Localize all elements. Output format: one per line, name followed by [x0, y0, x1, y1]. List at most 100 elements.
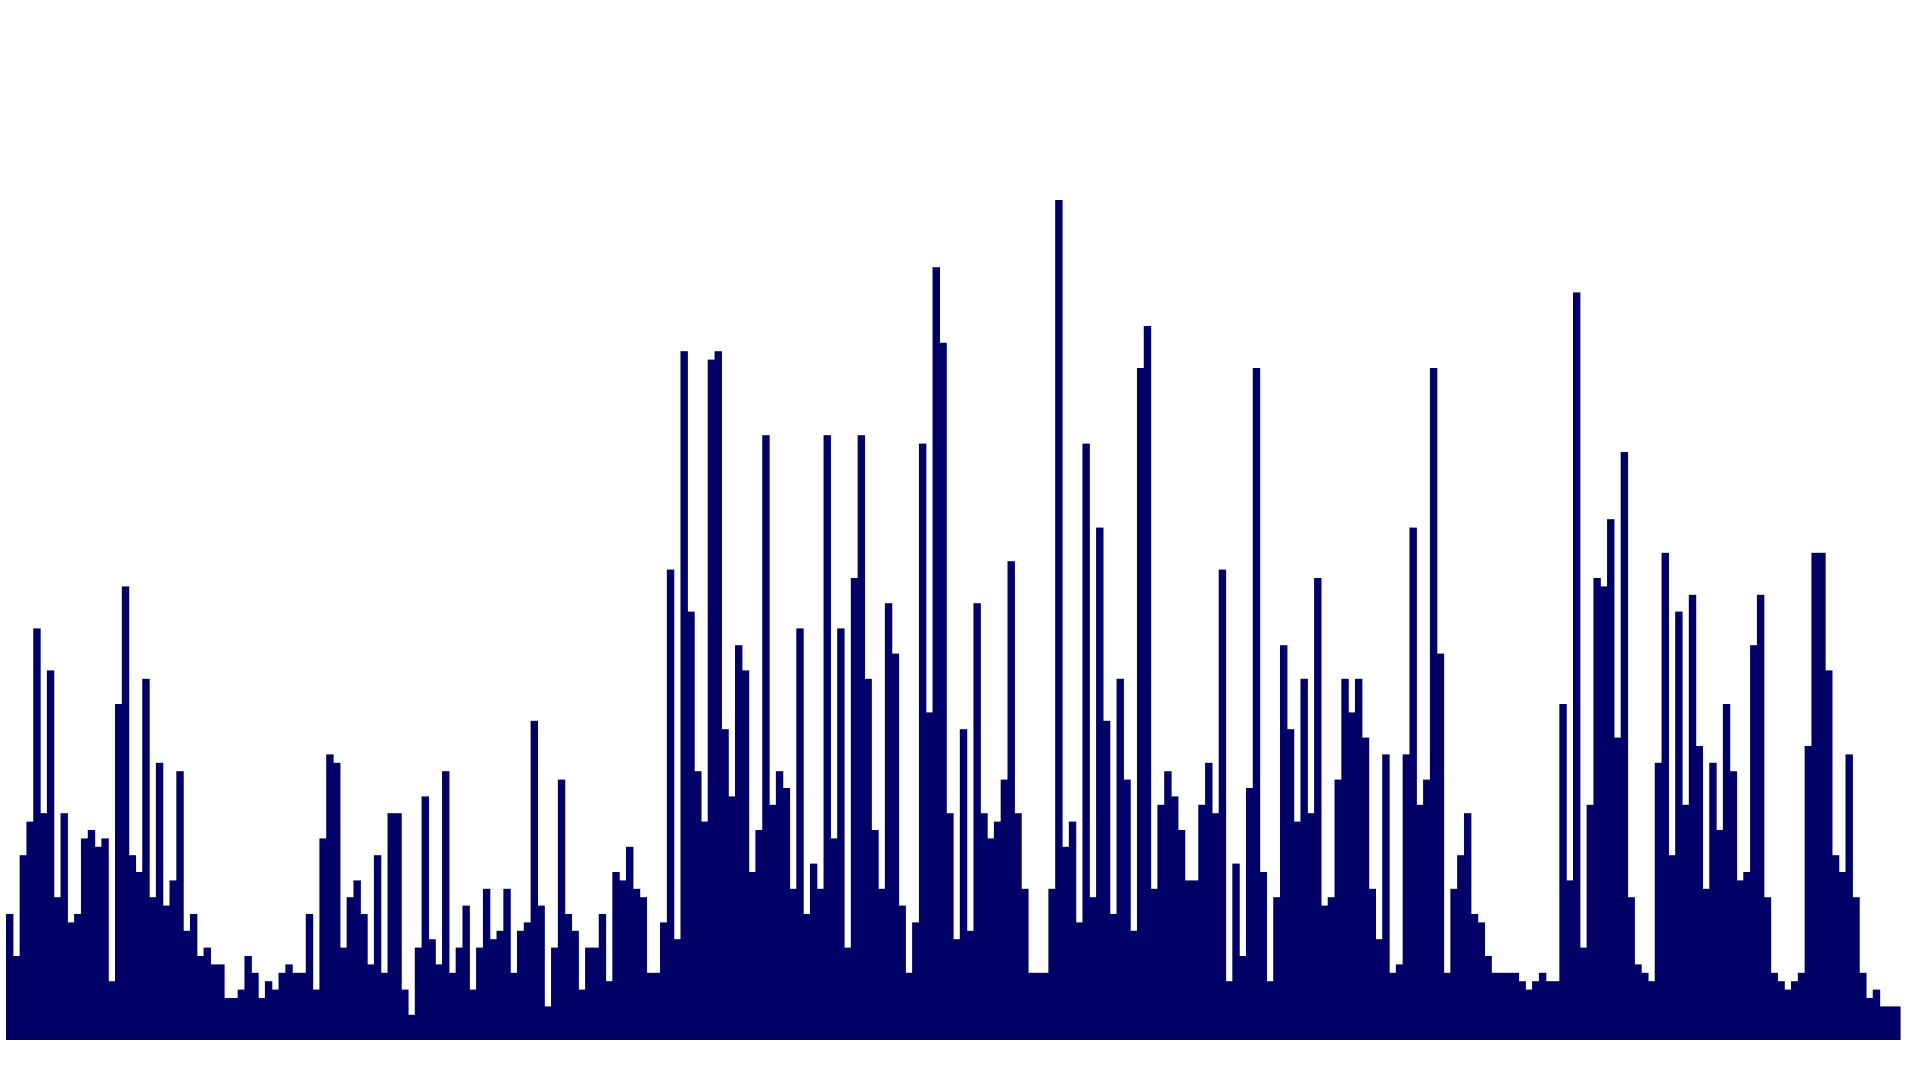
- bar-201: [1375, 939, 1383, 1040]
- bar-18: [128, 855, 137, 1040]
- bar-66: [455, 947, 464, 1040]
- bar-62: [428, 939, 436, 1040]
- bar-216: [1477, 922, 1486, 1040]
- bar-69: [476, 947, 484, 1040]
- bar-17: [121, 586, 130, 1040]
- bar-105: [721, 729, 729, 1040]
- bar-245: [1675, 611, 1683, 1040]
- bar-89: [612, 872, 620, 1040]
- bar-271: [1852, 897, 1860, 1040]
- bar-63: [435, 964, 443, 1040]
- bar-56: [387, 813, 395, 1040]
- bar-82: [564, 914, 573, 1040]
- bar-37: [258, 998, 266, 1040]
- bar-253: [1729, 771, 1738, 1040]
- bar-270: [1845, 754, 1853, 1040]
- bar-260: [1777, 981, 1785, 1040]
- bar-135: [925, 712, 934, 1040]
- bar-185: [1266, 981, 1274, 1040]
- bar-241: [1647, 981, 1656, 1040]
- bar-212: [1450, 888, 1458, 1040]
- bar-31: [217, 964, 225, 1040]
- bar-257: [1756, 594, 1765, 1040]
- bar-262: [1790, 981, 1799, 1040]
- bar-42: [292, 972, 300, 1040]
- bar-15: [108, 981, 116, 1040]
- bar-275: [1879, 1006, 1887, 1040]
- bar-35: [244, 956, 252, 1040]
- bar-274: [1872, 989, 1881, 1040]
- bar-182: [1245, 788, 1254, 1040]
- bar-162: [1109, 914, 1118, 1040]
- bar-81: [557, 779, 566, 1040]
- bar-236: [1613, 737, 1622, 1040]
- bar-121: [830, 838, 838, 1040]
- bar-10: [74, 914, 82, 1040]
- bar-206: [1409, 527, 1417, 1040]
- bar-138: [946, 813, 954, 1040]
- bar-107: [734, 645, 743, 1040]
- bar-43: [298, 972, 307, 1040]
- bar-136: [932, 267, 940, 1040]
- bar-117: [803, 914, 811, 1040]
- bar-41: [285, 964, 293, 1040]
- bar-179: [1225, 981, 1233, 1040]
- bar-219: [1498, 972, 1506, 1040]
- bar-88: [605, 981, 613, 1040]
- bar-30: [210, 964, 218, 1040]
- bar-183: [1252, 368, 1261, 1040]
- bar-73: [503, 888, 511, 1040]
- bar-26: [183, 930, 191, 1040]
- bar-197: [1348, 712, 1356, 1040]
- bar-57: [394, 813, 402, 1040]
- bar-156: [1068, 821, 1077, 1040]
- bar-95: [653, 972, 661, 1040]
- bar-24: [169, 880, 177, 1040]
- bar-220: [1504, 972, 1513, 1040]
- bar-208: [1423, 779, 1431, 1040]
- bar-72: [496, 930, 504, 1040]
- bar-34: [237, 989, 246, 1040]
- bar-3: [26, 821, 34, 1040]
- bar-119: [816, 888, 825, 1040]
- bar-28: [196, 956, 205, 1040]
- bar-40: [278, 972, 286, 1040]
- bar-87: [598, 914, 607, 1040]
- bar-98: [673, 939, 682, 1040]
- bar-178: [1218, 569, 1227, 1040]
- bar-20: [142, 678, 150, 1040]
- bar-158: [1082, 443, 1090, 1041]
- bar-91: [625, 846, 634, 1040]
- bar-67: [462, 905, 470, 1040]
- bar-19: [135, 872, 143, 1040]
- bar-59: [407, 1014, 416, 1040]
- bar-127: [871, 830, 879, 1040]
- bar-13: [94, 846, 102, 1040]
- bar-110: [755, 830, 763, 1040]
- bar-38: [264, 981, 273, 1040]
- bar-0: [6, 914, 14, 1040]
- bar-53: [367, 964, 375, 1040]
- bar-116: [796, 628, 804, 1040]
- bar-46: [319, 838, 327, 1040]
- bar-68: [469, 989, 477, 1040]
- bar-195: [1334, 779, 1342, 1040]
- bar-80: [551, 947, 559, 1040]
- bar-series: [6, 200, 1901, 1041]
- bar-97: [666, 569, 675, 1040]
- bar-269: [1838, 872, 1847, 1040]
- bar-223: [1525, 989, 1533, 1040]
- bar-32: [224, 998, 232, 1040]
- bar-166: [1136, 368, 1145, 1040]
- bar-133: [912, 922, 920, 1040]
- bar-192: [1314, 578, 1322, 1040]
- bar-14: [101, 838, 109, 1040]
- bar-181: [1239, 956, 1247, 1040]
- bar-79: [544, 1006, 552, 1040]
- bar-123: [843, 947, 852, 1040]
- bar-252: [1722, 704, 1731, 1040]
- bar-203: [1389, 972, 1397, 1040]
- bar-251: [1716, 830, 1724, 1040]
- bar-244: [1668, 855, 1676, 1040]
- bar-36: [251, 972, 259, 1040]
